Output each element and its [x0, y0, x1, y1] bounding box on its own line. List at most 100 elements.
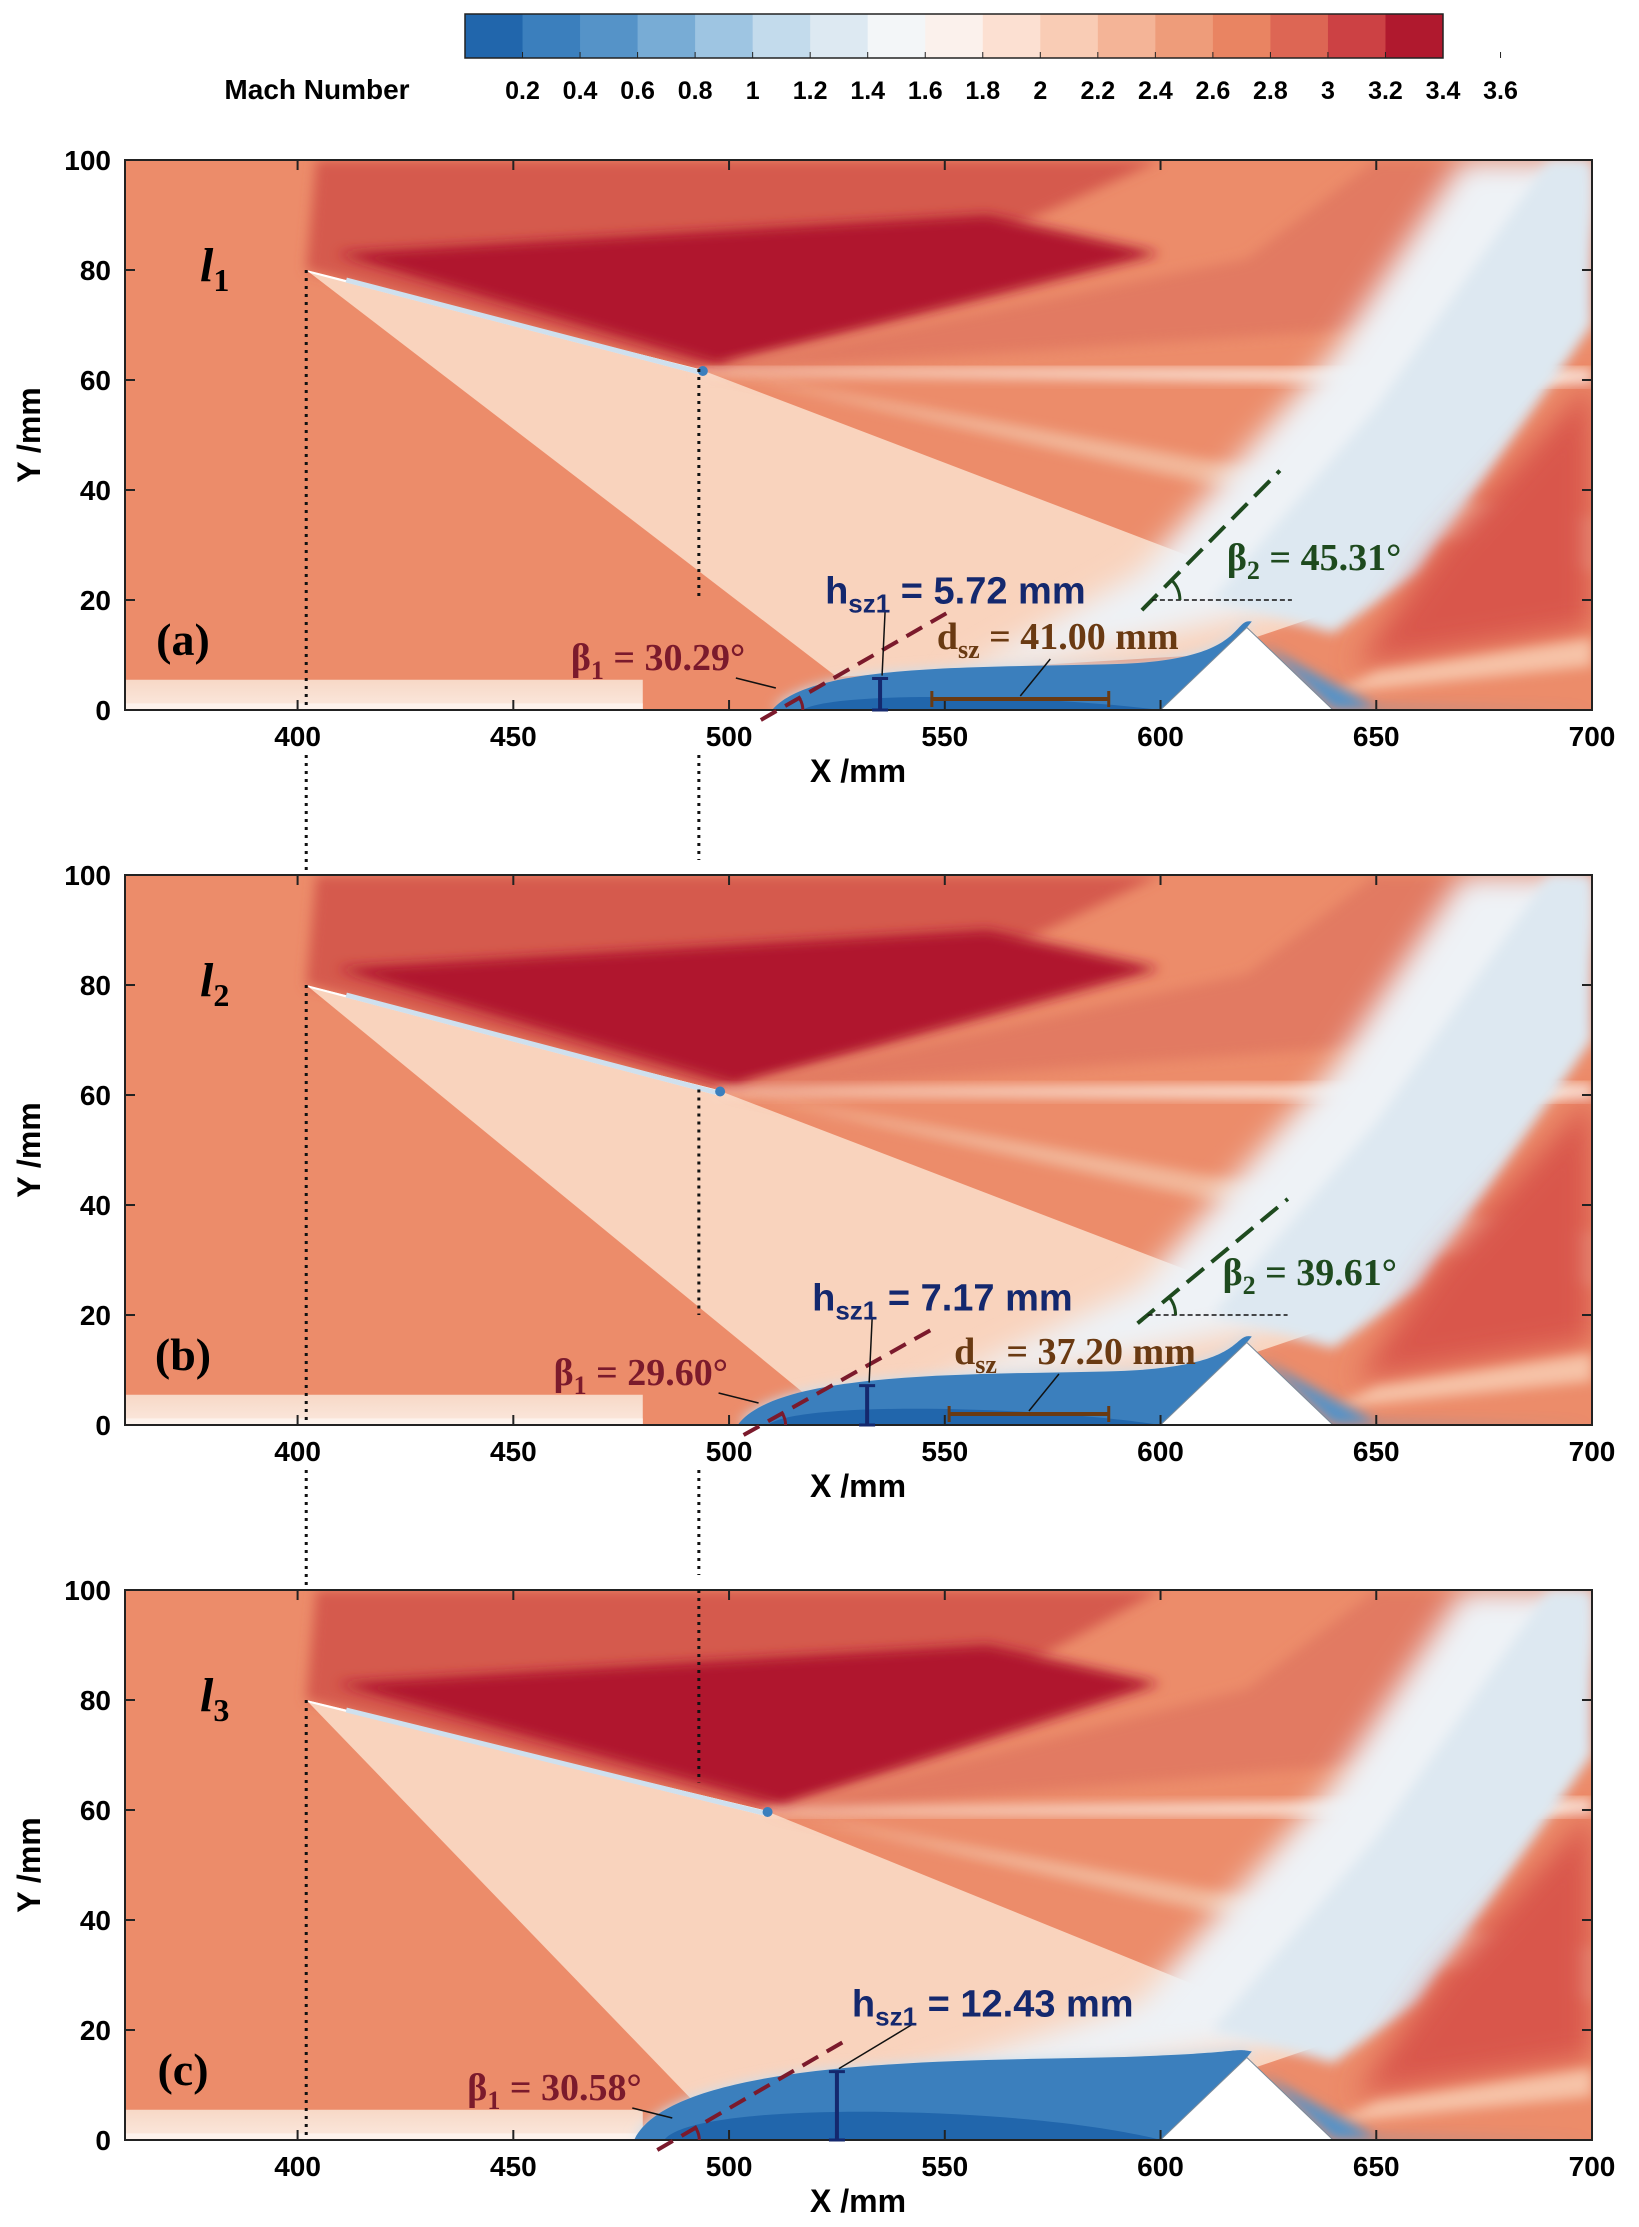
x-axis-label: X /mm [810, 1468, 906, 1504]
compression-region [306, 1700, 1334, 2107]
beta2-label: β2 = 39.61° [1223, 1252, 1397, 1300]
d-sz-label: dsz = 37.20 mm [954, 1331, 1196, 1379]
colorbar-swatch [1212, 14, 1271, 58]
reattached-layer [1259, 644, 1592, 710]
plate-shear-layer [345, 992, 717, 1095]
h-sz1-label: hsz1 = 7.17 mm [812, 1278, 1073, 1326]
colorbar-swatch [925, 14, 984, 58]
y-tick-label: 60 [80, 365, 111, 396]
colorbar-tick-label: 0.2 [505, 77, 540, 105]
y-tick-label: 20 [80, 1300, 111, 1331]
beta1-shock-line [742, 1328, 932, 1437]
y-tick-label: 40 [80, 1190, 111, 1221]
colorbar-tick-labels: 0.2 0.4 0.6 0.8 1 1.2 1.4 1.6 1.8 2 2.2 2.4 2.6 2.8 3 3… [505, 52, 1518, 105]
beta1-arc [798, 698, 805, 711]
colorbar-frame [464, 13, 1444, 59]
y-tick-label: 100 [64, 860, 111, 891]
x-tick-label: 650 [1353, 1436, 1400, 1467]
plate-shear-layer [345, 277, 700, 375]
colorbar-title: Mach Number [224, 74, 409, 105]
x-tick-label: 650 [1353, 721, 1400, 752]
compression-region [306, 985, 1334, 1392]
panel-tag: (b) [155, 1329, 211, 1380]
x-tick-label: 650 [1353, 2151, 1400, 2182]
line-label: l2 [200, 954, 229, 1013]
beta1-label: β1 = 30.58° [467, 2067, 641, 2115]
colorbar-swatch [1327, 14, 1386, 58]
mach-field [125, 160, 1592, 710]
x-tick-label: 500 [706, 721, 753, 752]
shock-plume [806, 1590, 1592, 2113]
y-tick-label: 80 [80, 255, 111, 286]
y-tick-label: 100 [64, 145, 111, 176]
x-tick-label: 550 [921, 721, 968, 752]
colorbar-tick-label: 0.6 [620, 77, 655, 105]
y-axis-label: Y /mm [11, 1817, 47, 1912]
plate-shear-layer [345, 1707, 765, 1816]
reattached-layer [1259, 2074, 1592, 2140]
colorbar-swatch [580, 14, 639, 58]
downstream-region [1354, 1810, 1592, 2096]
colorbar-tick-label: 2.8 [1253, 77, 1288, 105]
colorbar-tick-label: 0.8 [678, 77, 713, 105]
x-axis-label: X /mm [810, 2183, 906, 2219]
colorbar-swatch [1040, 14, 1099, 58]
y-tick-label: 60 [80, 1080, 111, 1111]
downstream-region [1354, 1095, 1592, 1381]
colorbar-tick-label: 1.6 [908, 77, 943, 105]
beta1-shock-line [759, 611, 948, 722]
x-tick-label: 500 [706, 2151, 753, 2182]
y-tick-label: 100 [64, 1575, 111, 1606]
colorbar-tick-label: 3.2 [1368, 77, 1403, 105]
line-label: l1 [200, 239, 229, 298]
colorbar-swatch [1270, 14, 1329, 58]
colorbar-tick-label: 2 [1033, 77, 1047, 105]
x-tick-label: 700 [1569, 2151, 1616, 2182]
boundary-layer-inner [125, 2133, 643, 2140]
separation-bubble [772, 621, 1252, 710]
colorbar-tick-label: 3 [1321, 77, 1335, 105]
x-tick-label: 500 [706, 1436, 753, 1467]
h-sz1-leader [881, 611, 886, 676]
plate-trailing-vortex [697, 366, 708, 376]
panel-tag: (a) [156, 614, 210, 665]
y-axis-label: Y /mm [11, 1102, 47, 1197]
colorbar-tick-label: 3.4 [1426, 77, 1461, 105]
plot-frame [124, 874, 1593, 1426]
beta2-shock-line [1140, 469, 1282, 612]
colorbar-swatch [752, 14, 811, 58]
beta1-shock-line [656, 2040, 844, 2152]
d-sz-leader [1028, 1373, 1060, 1412]
boundary-layer-inner [125, 1418, 643, 1425]
colorbar-swatch [1097, 14, 1156, 58]
y-tick-label: 40 [80, 1905, 111, 1936]
expansion-core [336, 930, 1161, 1086]
h-sz1-leader [868, 1318, 873, 1383]
colorbar [464, 13, 1444, 59]
ramp [1159, 626, 1334, 710]
x-tick-label: 700 [1569, 721, 1616, 752]
beta1-leader [632, 2107, 673, 2119]
beta1-label: β1 = 30.29° [571, 637, 745, 685]
shock-plume [910, 875, 1592, 1398]
x-tick-label: 450 [490, 2151, 537, 2182]
shock-plume [944, 160, 1592, 683]
trailing-fan-outer [728, 374, 1592, 573]
y-axis-label: Y /mm [11, 387, 47, 482]
colorbar-tick-label: 2.4 [1138, 77, 1173, 105]
y-tick-label: 80 [80, 970, 111, 1001]
y-tick-label: 0 [95, 695, 111, 726]
expansion-core [336, 1645, 1161, 1806]
downstream-boundary [1333, 2068, 1592, 2124]
colorbar-tick-label: 2.2 [1080, 77, 1115, 105]
panel-a: 400 450 500 550 600 650 700 0 20 40 60 80 100 X /mm Y … [11, 145, 1615, 985]
x-axis-label: X /mm [810, 753, 906, 789]
h-sz1-label: hsz1 = 5.72 mm [825, 571, 1086, 619]
colorbar-swatch [867, 14, 926, 58]
shock-plume-inner [1212, 1590, 1592, 2063]
beta2-arc [1167, 1296, 1178, 1316]
colorbar-tick-label: 1.2 [793, 77, 828, 105]
beta2-label: β2 = 45.31° [1227, 537, 1401, 585]
x-tick-label: 600 [1137, 1436, 1184, 1467]
downstream-region [1354, 380, 1592, 666]
